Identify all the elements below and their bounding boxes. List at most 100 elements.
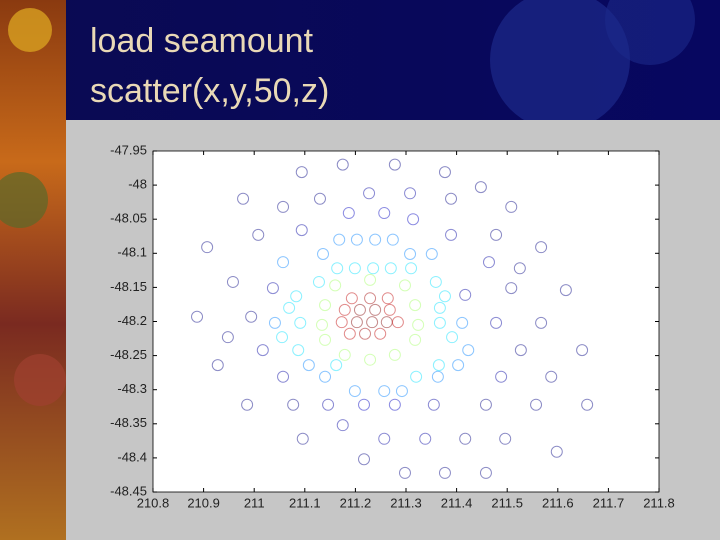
side-decoration xyxy=(0,0,66,540)
scatter-point xyxy=(226,275,239,288)
scatter-point xyxy=(343,327,356,340)
scatter-point xyxy=(559,284,572,297)
scatter-point xyxy=(358,453,371,466)
scatter-point xyxy=(381,292,394,305)
slide-title: load seamount xyxy=(90,22,314,60)
scatter-point xyxy=(367,262,380,275)
scatter-point xyxy=(268,316,281,329)
scatter-point xyxy=(366,316,379,329)
scatter-point xyxy=(388,398,401,411)
scatter-point xyxy=(345,292,358,305)
x-tick-label: 211 xyxy=(244,495,265,510)
scatter-point xyxy=(384,262,397,275)
scatter-point xyxy=(386,233,399,246)
scatter-point xyxy=(348,385,361,398)
scatter-point xyxy=(211,359,224,372)
scatter-point xyxy=(369,233,382,246)
scatter-point xyxy=(409,333,422,346)
scatter-point xyxy=(364,353,377,366)
scatter-point xyxy=(446,331,459,344)
scatter-point xyxy=(459,432,472,445)
y-tick-label: -48.15 xyxy=(110,279,147,294)
y-tick-label: -48.05 xyxy=(110,211,147,226)
scatter-point xyxy=(514,344,527,357)
scatter-point xyxy=(290,290,303,303)
scatter-point xyxy=(459,288,472,301)
scatter-point xyxy=(313,192,326,205)
scatter-point xyxy=(581,398,594,411)
scatter-point xyxy=(338,348,351,361)
scatter-point xyxy=(545,370,558,383)
scatter-point xyxy=(294,316,307,329)
x-tick-label: 211.7 xyxy=(593,495,625,510)
scatter-point xyxy=(378,385,391,398)
scatter-point xyxy=(331,262,344,275)
scatter-point xyxy=(505,282,518,295)
scatter-point xyxy=(266,282,279,295)
scatter-point xyxy=(333,233,346,246)
scatter-point xyxy=(438,290,451,303)
scatter-point xyxy=(353,303,366,316)
scatter-point xyxy=(452,359,465,372)
scatter-point xyxy=(490,228,503,241)
plot-area xyxy=(153,151,659,492)
x-tick-label: 211.2 xyxy=(340,495,372,510)
x-tick-label: 210.9 xyxy=(187,495,220,510)
scatter-point xyxy=(316,318,329,331)
scatter-point xyxy=(348,262,361,275)
scatter-point xyxy=(550,445,563,458)
scatter-point xyxy=(317,247,330,260)
scatter-point xyxy=(530,398,543,411)
y-tick-label: -48.4 xyxy=(117,449,147,464)
scatter-point xyxy=(404,247,417,260)
scatter-point xyxy=(438,166,451,179)
x-tick-label: 211.5 xyxy=(491,495,523,510)
scatter-point xyxy=(276,331,289,344)
scatter-point xyxy=(378,432,391,445)
scatter-point xyxy=(237,192,250,205)
x-tick-label: 211.3 xyxy=(390,495,422,510)
scatter-point xyxy=(410,370,423,383)
scatter-point xyxy=(432,359,445,372)
y-tick-label: -48.35 xyxy=(110,415,147,430)
scatter-point xyxy=(241,398,254,411)
scatter-point xyxy=(364,292,377,305)
scatter-point xyxy=(407,213,420,226)
scatter-point xyxy=(412,318,425,331)
scatter-point xyxy=(245,310,258,323)
scatter-point xyxy=(338,303,351,316)
scatter-point xyxy=(405,262,418,275)
scatter-point xyxy=(330,359,343,372)
scatter-point xyxy=(322,398,335,411)
scatter-point xyxy=(438,466,451,479)
scatter-point xyxy=(395,385,408,398)
scatter-point xyxy=(302,359,315,372)
scatter-point xyxy=(425,247,438,260)
scatter-point xyxy=(252,228,265,241)
scatter-point xyxy=(482,256,495,269)
scatter-point xyxy=(535,316,548,329)
x-tick-label: 211.6 xyxy=(542,495,574,510)
scatter-point xyxy=(479,466,492,479)
gear-decoration xyxy=(490,0,630,130)
scatter-point xyxy=(342,207,355,220)
scatter-point xyxy=(427,398,440,411)
scatter-point xyxy=(479,398,492,411)
scatter-point xyxy=(369,303,382,316)
scatter-point xyxy=(456,316,469,329)
gear-decoration xyxy=(605,0,695,65)
scatter-point xyxy=(364,273,377,286)
scatter-point xyxy=(277,256,290,269)
scatter-point xyxy=(429,275,442,288)
scatter-point xyxy=(287,398,300,411)
scatter-point xyxy=(419,432,432,445)
x-tick-label: 211.8 xyxy=(643,495,675,510)
scatter-point xyxy=(490,316,503,329)
scatter-point xyxy=(378,207,391,220)
scatter-point xyxy=(398,466,411,479)
scatter-point xyxy=(319,299,332,312)
scatter-point xyxy=(319,333,332,346)
scatter-point xyxy=(277,200,290,213)
gear-decoration xyxy=(8,8,52,52)
scatter-point xyxy=(445,228,458,241)
